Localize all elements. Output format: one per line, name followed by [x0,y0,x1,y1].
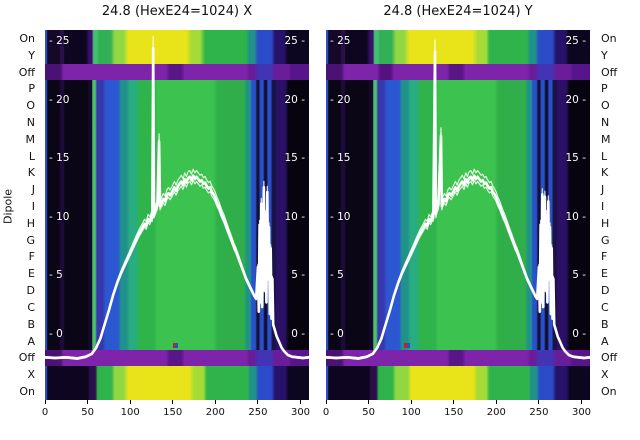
x-axis-y: 0 50 100 150 200 250 300 [323,400,591,422]
row-label: K [601,166,609,180]
row-label: L [28,149,35,163]
heatmap-plot-x: - 25- 20- 15- 10- 5- 0 25 -20 -15 -10 -5… [42,30,310,418]
x-tick-label: 0 [41,407,49,418]
artifact-speck [172,342,176,348]
x-tick-mark [410,400,412,404]
row-label: K [27,166,35,180]
beam-profile-line [45,46,309,360]
x-tick-label: 300 [290,407,311,418]
row-label: On [601,384,617,398]
x-tick-label: 50 [81,407,94,418]
row-label: X [601,368,609,382]
x-tick-mark [538,400,540,404]
row-label: E [601,267,608,281]
row-label: F [601,250,608,264]
plot-x-title: 24.8 (HexE24=1024) X [101,4,253,19]
row-label: M [25,132,36,146]
row-label: On [19,384,35,398]
beam-profile-svg-y [326,39,590,360]
x-tick-mark [325,400,327,404]
row-label: Off [18,65,35,79]
row-label: E [28,267,35,281]
heatmap-band-off1 [326,63,590,81]
heatmap-band-bottom [45,366,309,400]
row-label: N [26,115,35,129]
row-label: C [601,300,609,314]
row-label: O [601,99,610,113]
row-label: L [601,149,608,163]
x-tick-mark [87,400,89,404]
x-tick-mark [453,400,455,404]
row-label: J [31,183,35,197]
row-label: H [26,216,35,230]
row-label: D [601,284,610,298]
row-label: F [28,250,35,264]
row-label: H [601,216,610,230]
x-tick-label: 100 [120,407,140,418]
heatmap-band-top [45,30,309,64]
row-label: Y [28,48,35,62]
row-label: P [28,82,35,96]
row-label: C [27,300,35,314]
row-label: A [601,334,609,348]
row-label: On [601,31,617,45]
row-label: I [31,200,35,214]
x-tick-mark [129,400,131,404]
x-tick-label: 100 [401,407,421,418]
row-label: A [27,334,35,348]
x-tick-label: 250 [248,407,268,418]
row-labels-left: On Y Off P O N M L K J I H G F E D C B A Off X On [0,30,38,400]
row-label: O [26,99,35,113]
x-tick-mark [581,400,582,404]
beam-profile-line [326,50,590,360]
x-tick-label: 250 [529,407,549,418]
row-label: X [27,368,35,382]
plot-y-title: 24.8 (HexE24=1024) Y [383,4,533,19]
row-label: P [601,82,608,96]
row-label: G [26,233,35,247]
x-tick-label: 0 [322,407,330,418]
row-label: On [19,31,35,45]
heatmap-band-top [326,30,590,64]
artifact-speck [404,342,408,348]
row-label: M [601,132,611,146]
row-label: Off [601,65,618,79]
row-label: N [601,115,610,129]
x-tick-mark [495,400,497,404]
row-label: Off [18,351,35,365]
beam-profile-svg-x [45,35,309,360]
artifact-speck [175,342,179,348]
row-label: Off [601,351,618,365]
row-labels-right: On Y Off P O N M L K J I H G F E D C B A Off X On [598,30,638,400]
heatmap-band-off2 [326,349,590,367]
row-label: J [601,183,605,197]
heatmap-plot-y: - 25- 20- 15- 10- 5- 0 25 -20 -15 -10 -5… [323,30,591,418]
row-label: I [601,200,605,214]
x-axis-x: 0 50 100 150 200 250 300 [42,400,310,422]
row-label: Y [601,48,608,62]
x-tick-mark [257,400,259,404]
x-tick-mark [368,400,370,404]
row-label: G [601,233,610,247]
x-tick-mark [214,400,216,404]
x-tick-label: 200 [205,407,225,418]
x-tick-label: 50 [362,407,375,418]
heatmap-band-off1 [45,63,309,81]
x-tick-label: 150 [444,407,464,418]
row-label: B [601,317,609,331]
artifact-speck [406,342,410,348]
x-tick-label: 300 [571,407,592,418]
x-tick-mark [172,400,174,404]
heatmap-band-off2 [45,349,309,367]
row-label: B [27,317,35,331]
x-tick-label: 200 [486,407,506,418]
x-tick-mark [300,400,301,404]
row-label: D [26,284,35,298]
heatmap-band-bottom [326,366,590,400]
x-tick-label: 150 [163,407,183,418]
x-tick-mark [44,400,46,404]
